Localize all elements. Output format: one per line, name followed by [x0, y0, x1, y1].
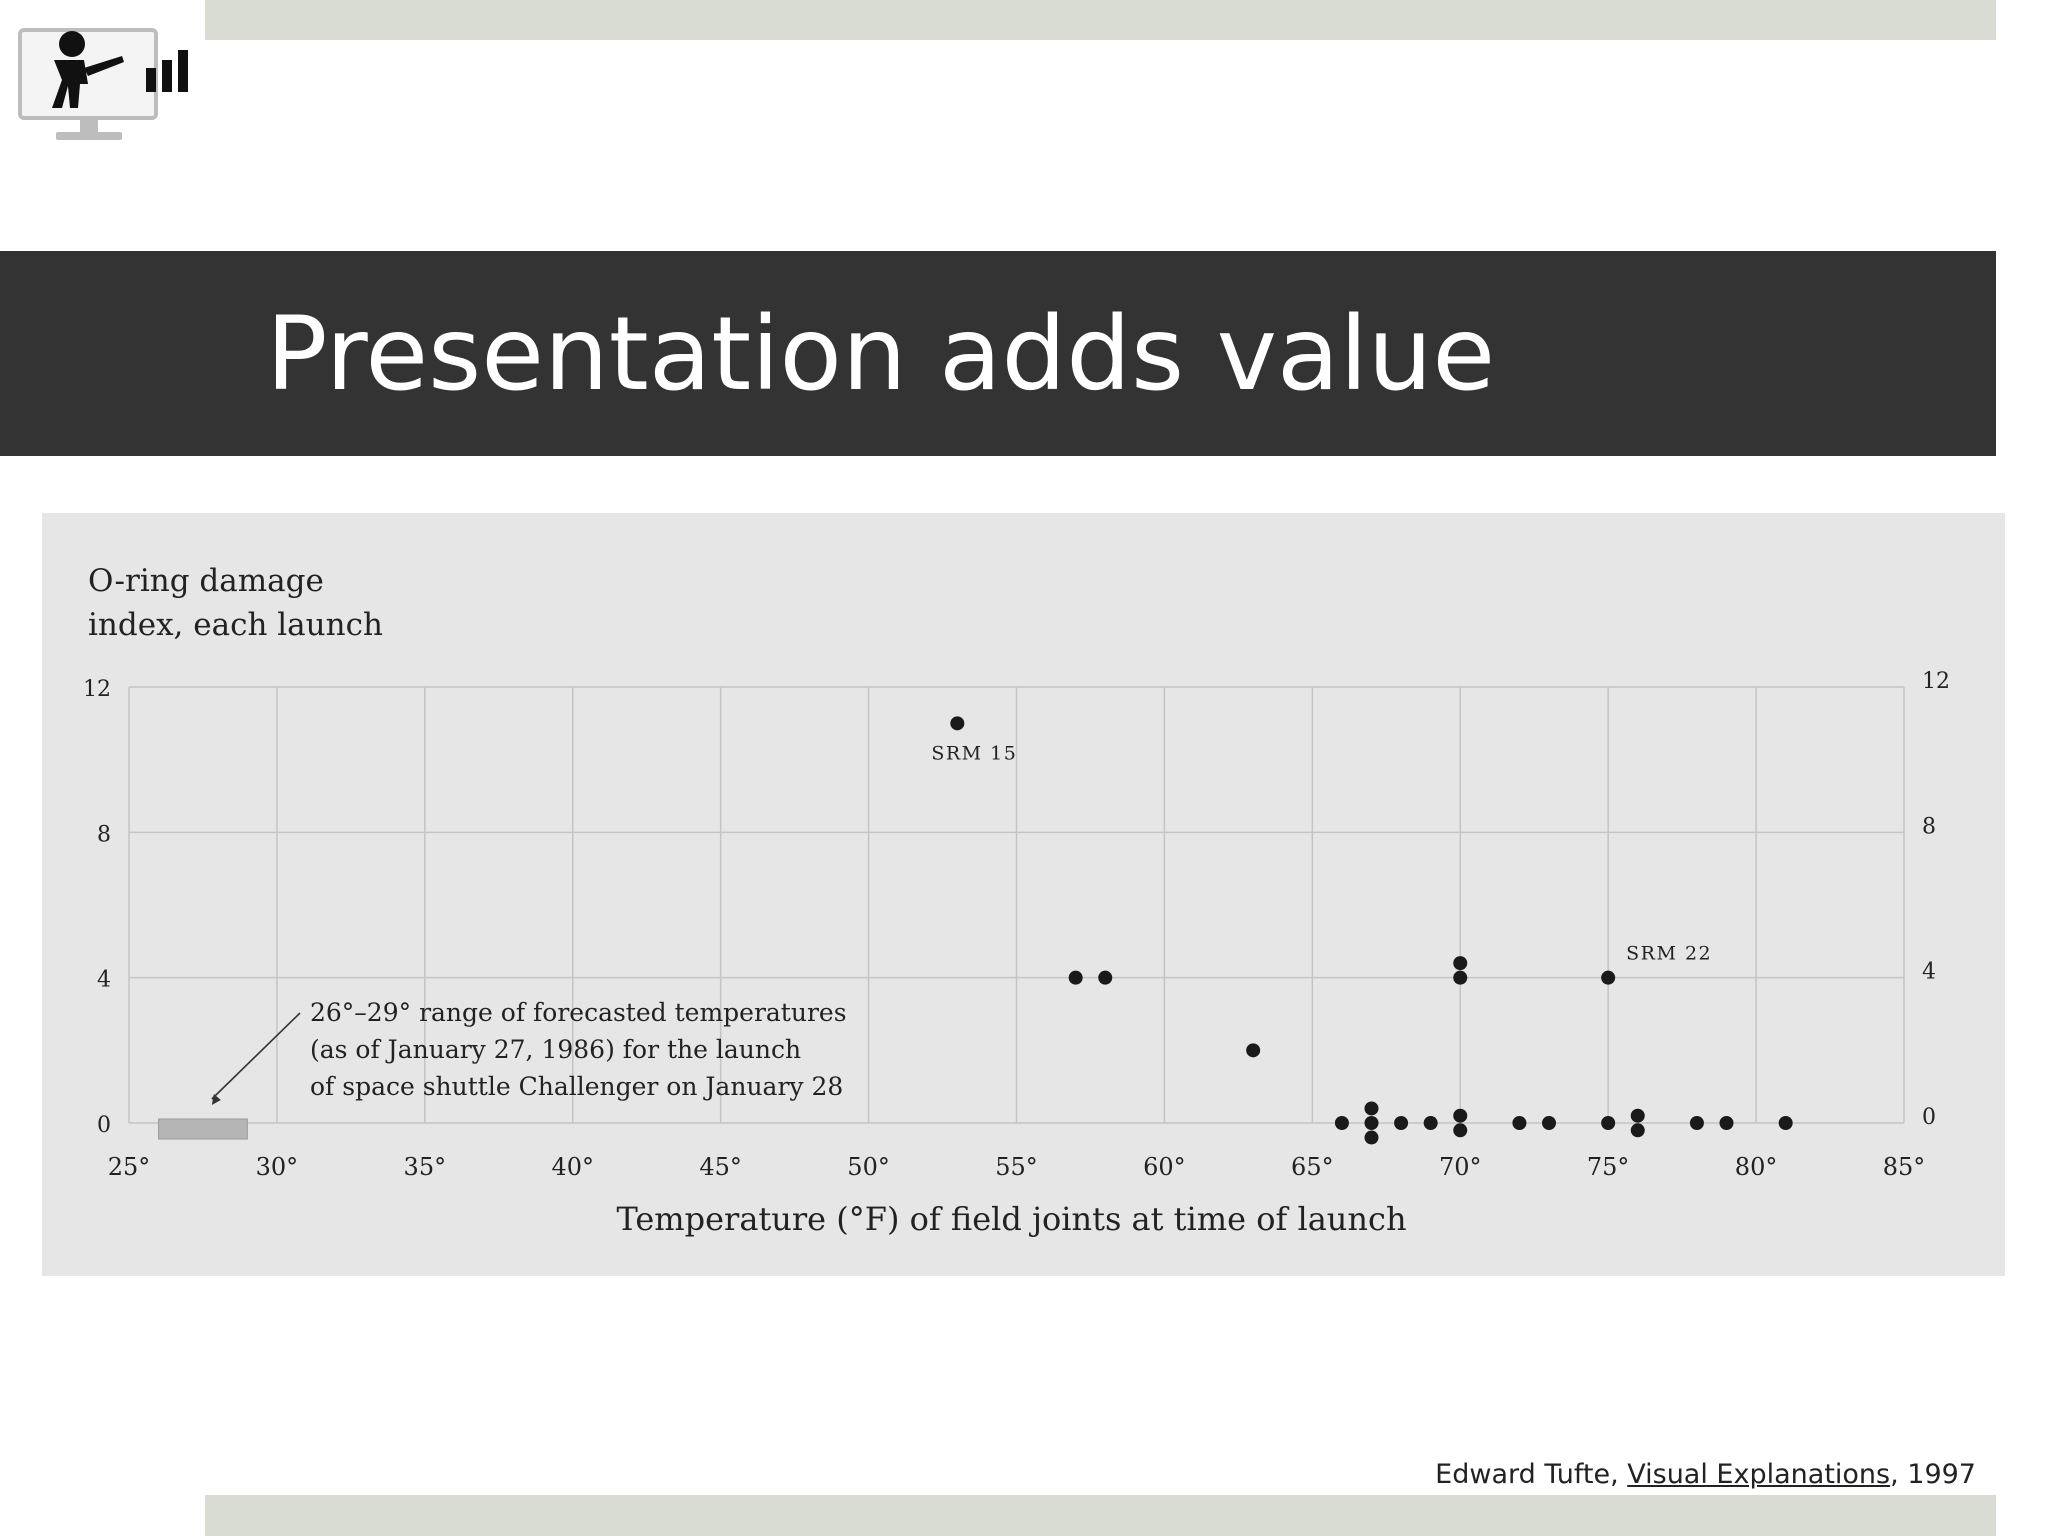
x-axis-title: Temperature (°F) of field joints at time… [616, 1200, 1406, 1238]
data-point [1778, 1116, 1793, 1130]
data-point [1542, 1116, 1556, 1130]
y-axis-title: O-ring damage [88, 563, 324, 599]
y-tick-label-left: 12 [83, 677, 111, 702]
x-tick-label: 35° [404, 1153, 447, 1181]
y-tick-label-right: 0 [1922, 1105, 1936, 1130]
data-point [1364, 1101, 1379, 1116]
annotation-arrowhead [211, 1094, 221, 1105]
data-point [1364, 1116, 1379, 1130]
annotation-line: of space shuttle Challenger on January 2… [310, 1072, 843, 1101]
x-tick-label: 40° [551, 1153, 594, 1181]
forecast-range-layer [158, 1118, 248, 1140]
data-point [1689, 1116, 1704, 1130]
top-accent-strip [205, 0, 1996, 40]
slide-title: Presentation adds value [266, 295, 1496, 414]
data-point [1601, 1116, 1616, 1130]
title-bar [0, 251, 1996, 456]
y-tick-label-left: 8 [97, 822, 111, 847]
data-point [1334, 1116, 1349, 1130]
chart-panel: 25° 30° 35° 40° 45° 50° 55° 60° 65° 70° 75° 80° 85° 0… [42, 513, 2005, 1276]
bottom-accent-strip [205, 1495, 1996, 1536]
annotation: 26°–29° range of forecasted temperatures… [211, 998, 847, 1105]
data-point [1098, 970, 1113, 985]
data-point [1512, 1116, 1527, 1130]
x-tick-label: 50° [847, 1153, 890, 1181]
data-point [1453, 1123, 1468, 1138]
forecast-range-bar [158, 1118, 248, 1140]
data-point [1246, 1043, 1261, 1058]
point-label: SRM 15 [931, 742, 1017, 764]
y-tick-label-left: 0 [97, 1113, 111, 1138]
x-tick-label: 30° [256, 1153, 299, 1181]
y-tick-label-right: 4 [1922, 960, 1936, 985]
source-credit: Edward Tufte, Visual Explanations, 1997 [1435, 1459, 1976, 1490]
data-point [1630, 1108, 1645, 1123]
x-tick-label: 70° [1439, 1153, 1482, 1181]
data-point [1601, 970, 1616, 985]
data-point [1423, 1116, 1438, 1130]
x-tick-label: 60° [1143, 1153, 1186, 1181]
credit-book-link[interactable]: Visual Explanations [1627, 1459, 1891, 1490]
data-point [1630, 1123, 1645, 1138]
annotation-line: (as of January 27, 1986) for the launch [310, 1035, 801, 1064]
x-tick-label: 45° [699, 1153, 742, 1181]
y-tick-label-left: 4 [97, 968, 111, 993]
data-points [950, 716, 1793, 1145]
x-tick-label: 25° [108, 1153, 151, 1181]
data-point [1719, 1116, 1734, 1130]
annotation-arrow [211, 1012, 301, 1100]
x-tick-label: 85° [1883, 1153, 1926, 1181]
data-point [1453, 1108, 1468, 1123]
data-point [1453, 956, 1468, 971]
data-point [1394, 1116, 1409, 1130]
o-ring-scatter-chart: 25° 30° 35° 40° 45° 50° 55° 60° 65° 70° 75° 80° 85° 0… [83, 563, 1950, 1238]
grid-lines [128, 686, 1905, 1124]
presenter-with-bar-chart-icon [18, 28, 188, 140]
credit-year: , 1997 [1890, 1459, 1976, 1490]
x-tick-label: 80° [1735, 1153, 1778, 1181]
data-point [1068, 970, 1083, 985]
data-point [950, 716, 965, 731]
y-tick-label-right: 8 [1922, 814, 1936, 839]
data-point [1453, 970, 1468, 985]
axis-labels: 25° 30° 35° 40° 45° 50° 55° 60° 65° 70° 75° 80° 85° 0… [83, 563, 1950, 1238]
credit-author: Edward Tufte, [1435, 1459, 1628, 1490]
y-axis-title: index, each launch [88, 607, 383, 643]
annotation-line: 26°–29° range of forecasted temperatures [310, 998, 847, 1027]
x-tick-label: 65° [1291, 1153, 1334, 1181]
point-labels: SRM 15 SRM 22 [931, 742, 1712, 965]
x-tick-label: 55° [995, 1153, 1038, 1181]
point-label: SRM 22 [1626, 943, 1712, 965]
data-point [1364, 1130, 1379, 1145]
x-tick-label: 75° [1587, 1153, 1630, 1181]
y-tick-label-right: 12 [1922, 669, 1950, 694]
